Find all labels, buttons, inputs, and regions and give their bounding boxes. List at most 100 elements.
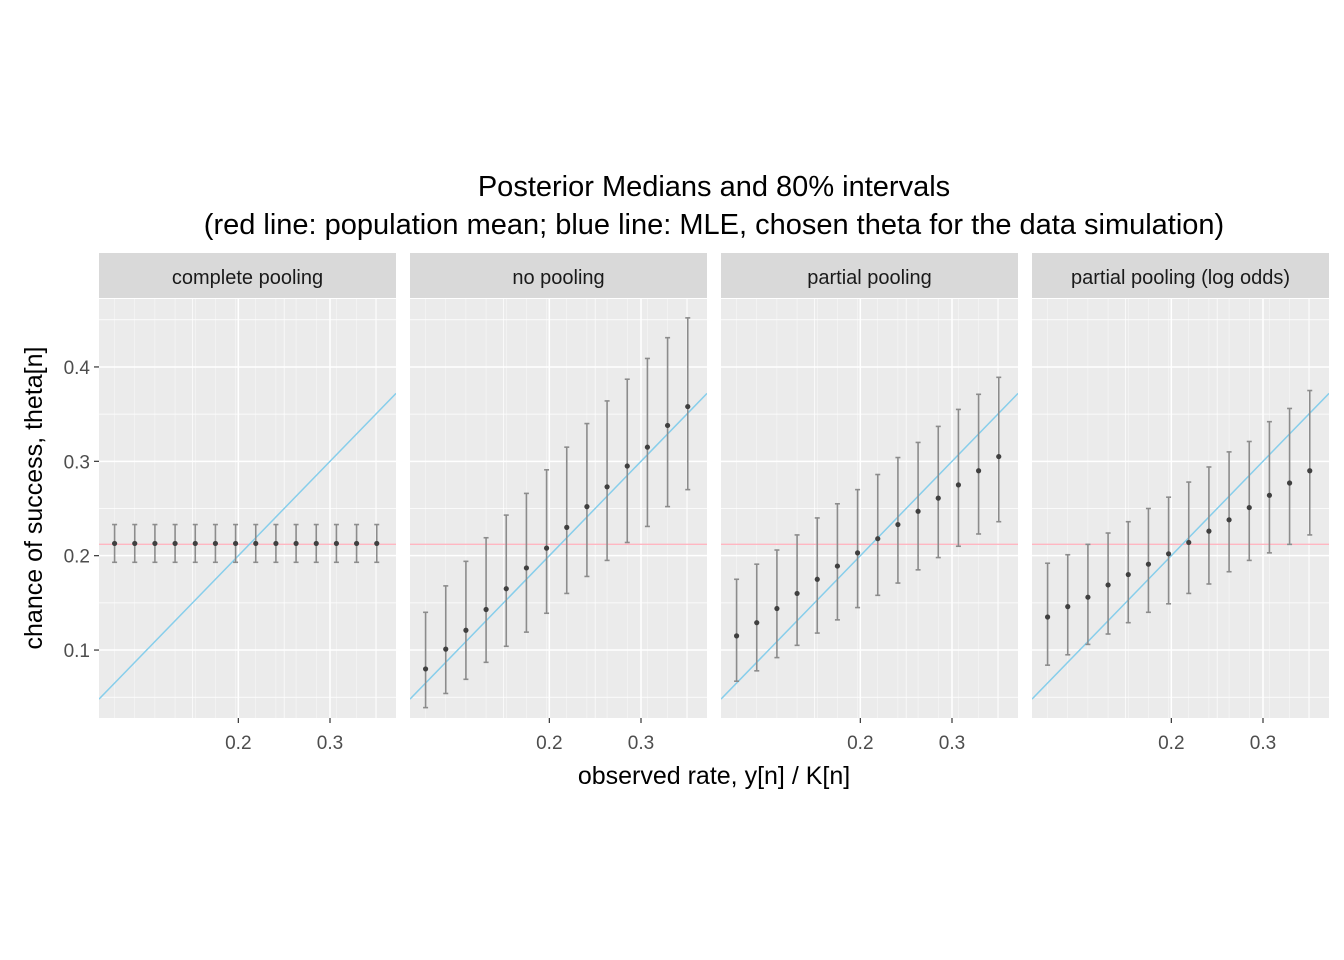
median-point	[132, 540, 138, 547]
error-bar	[685, 317, 691, 491]
median-point	[1105, 582, 1111, 588]
error-bar	[855, 488, 861, 609]
error-bar	[834, 502, 840, 621]
error-bar	[935, 425, 941, 559]
error-bar	[644, 357, 650, 528]
x-tick-label: 0.3	[628, 733, 654, 754]
facet-panel: partial pooling 0.2 0.3	[721, 253, 1018, 754]
median-point	[543, 545, 550, 551]
median-point	[293, 540, 299, 547]
median-point	[1286, 480, 1293, 486]
error-bar	[523, 492, 529, 633]
error-bar	[915, 441, 921, 571]
median-point	[915, 508, 921, 514]
median-point	[584, 504, 590, 510]
median-point	[664, 422, 671, 429]
y-tick-label: 0.3	[64, 452, 90, 473]
median-point	[685, 403, 691, 410]
median-point	[754, 620, 760, 626]
error-bar	[1287, 407, 1293, 546]
y-tick-label: 0.2	[64, 547, 90, 568]
median-point	[523, 565, 530, 571]
error-bar	[443, 585, 449, 695]
error-bar	[734, 578, 740, 682]
facet-strip-label: partial pooling (log odds)	[1071, 267, 1290, 289]
facet-strip-label: partial pooling	[807, 267, 932, 289]
error-bar	[564, 446, 570, 595]
error-bar	[1226, 451, 1232, 573]
error-bar	[875, 473, 881, 597]
median-point	[353, 540, 360, 547]
mle-identity-line	[99, 392, 396, 700]
x-axis-title: observed rate, y[n] / K[n]	[578, 762, 850, 790]
error-bar	[814, 517, 820, 634]
median-point	[313, 540, 319, 547]
median-point	[1226, 517, 1232, 523]
y-tick-label: 0.4	[64, 358, 91, 379]
error-bar	[423, 611, 429, 709]
facet-panel: partial pooling (log odds) 0.2 0.3	[1032, 253, 1329, 754]
median-point	[443, 646, 449, 652]
error-bar	[895, 456, 901, 584]
median-point	[895, 521, 901, 528]
facet-panel: complete pooling 0.2 0.3	[99, 253, 396, 754]
median-point	[834, 563, 841, 569]
chart-subtitle: (red line: population mean; blue line: M…	[204, 209, 1224, 241]
median-point	[1145, 561, 1152, 567]
x-tick-label: 0.2	[847, 733, 873, 754]
facet-strip	[1032, 253, 1329, 298]
x-tick-label: 0.2	[536, 733, 562, 754]
error-bar	[604, 400, 610, 562]
median-point	[1266, 492, 1273, 498]
x-tick-label: 0.2	[1158, 733, 1184, 754]
median-point	[1044, 614, 1051, 620]
facet-strip	[99, 253, 396, 298]
median-point	[152, 540, 158, 547]
error-bar	[1045, 562, 1051, 666]
facet-strip-label: no pooling	[512, 267, 604, 289]
error-bar	[1186, 481, 1192, 595]
median-point	[875, 536, 881, 542]
median-point	[564, 524, 570, 530]
median-point	[774, 605, 780, 612]
median-point	[814, 576, 820, 582]
median-point	[212, 540, 219, 547]
x-tick-label: 0.3	[317, 733, 343, 754]
median-point	[996, 453, 1002, 460]
y-axis-title: chance of success, theta[n]	[20, 347, 48, 650]
error-bar	[1145, 507, 1151, 614]
median-point	[1246, 504, 1252, 511]
median-point	[1165, 551, 1172, 557]
error-bar	[976, 393, 982, 535]
error-bar	[1085, 543, 1091, 646]
error-bar	[1246, 440, 1252, 562]
error-bar	[1307, 389, 1313, 536]
error-bar	[996, 376, 1002, 523]
chart-title: Posterior Medians and 80% intervals	[478, 171, 950, 203]
error-bar	[774, 549, 780, 659]
error-bar	[463, 560, 469, 681]
median-point	[854, 550, 861, 556]
median-point	[604, 484, 610, 490]
mle-identity-line	[1032, 392, 1329, 700]
median-point	[232, 540, 239, 547]
median-point	[1065, 604, 1071, 610]
error-bar	[584, 422, 590, 578]
gridlines	[1032, 299, 1329, 718]
median-point	[624, 463, 630, 469]
median-point	[935, 495, 941, 501]
mle-identity-line	[721, 392, 1018, 700]
facet-panel: no pooling 0.2 0.3	[410, 253, 707, 754]
median-point	[1186, 539, 1192, 546]
x-tick-label: 0.2	[225, 733, 251, 754]
mle-identity-line	[410, 392, 707, 700]
median-point	[422, 666, 429, 672]
median-point	[1307, 468, 1313, 474]
y-tick-label: 0.1	[64, 641, 90, 662]
median-point	[975, 468, 982, 474]
error-bar	[503, 514, 509, 648]
median-point	[1125, 571, 1131, 578]
median-point	[1206, 528, 1212, 534]
error-bar	[624, 378, 630, 544]
